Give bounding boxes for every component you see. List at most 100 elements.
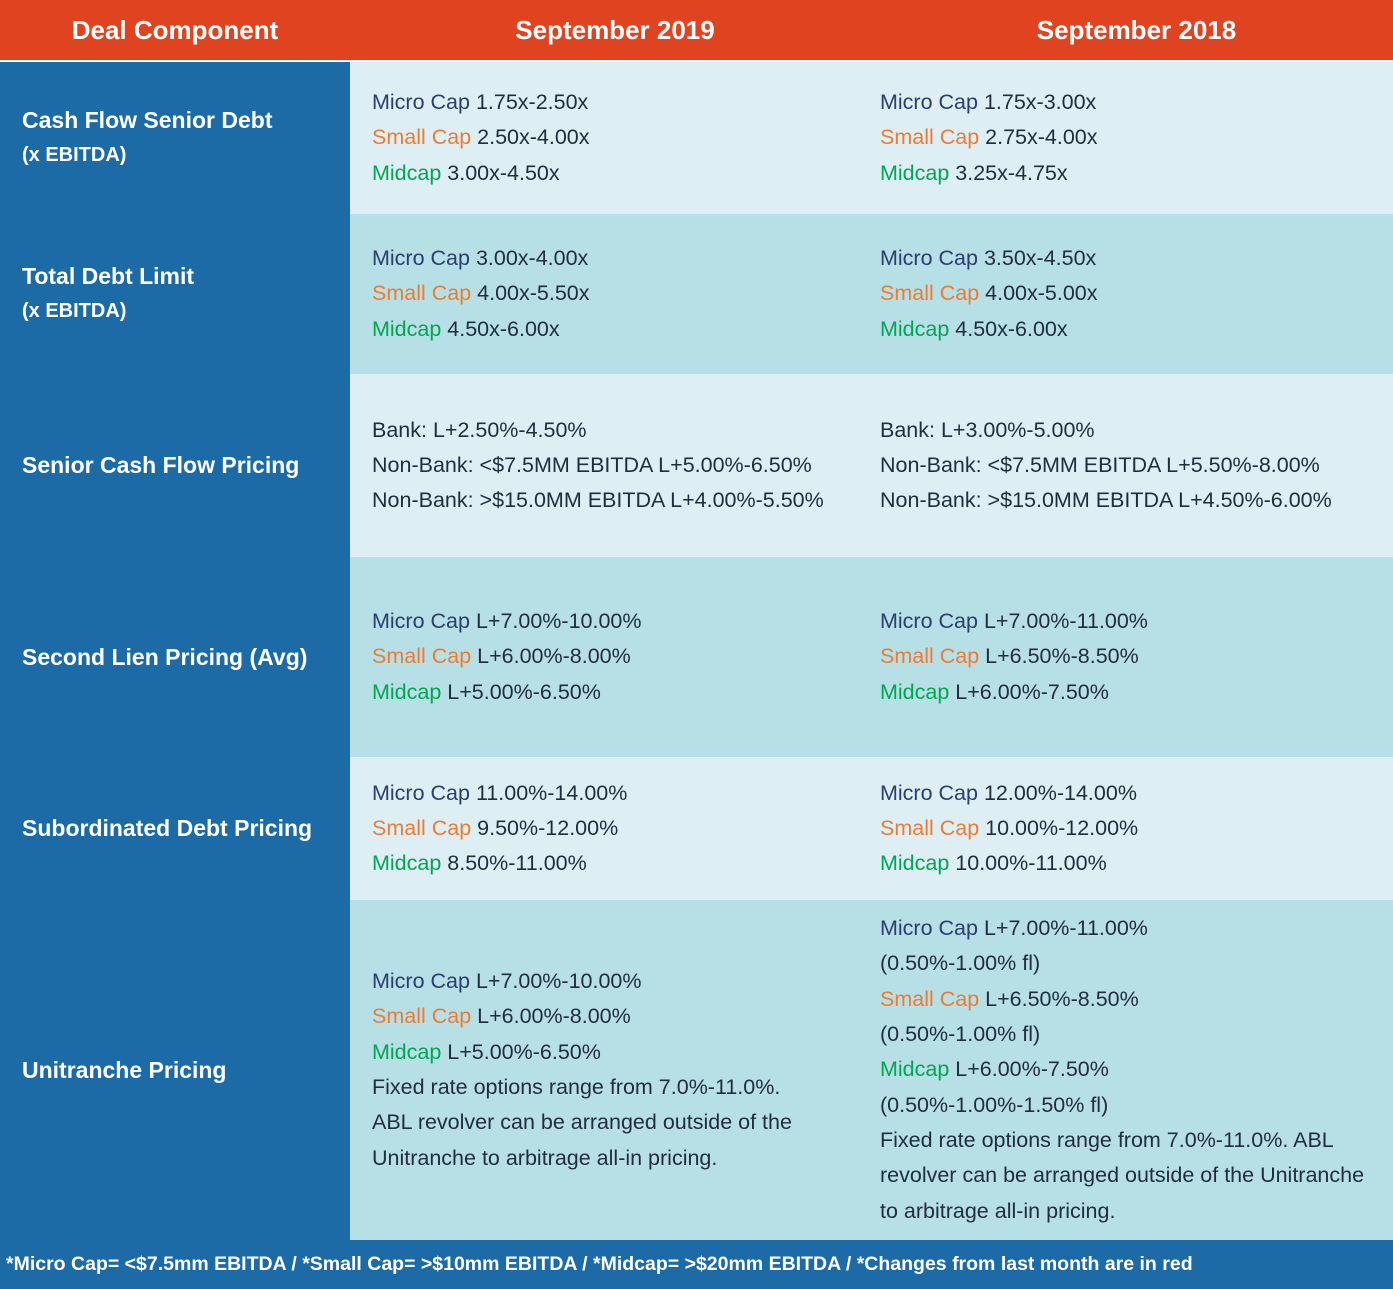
tier-label: Micro Cap	[880, 609, 978, 633]
tier-label: Midcap	[880, 851, 949, 875]
tier-label: Micro Cap	[880, 781, 978, 805]
row-label-title: Cash Flow Senior Debt	[22, 103, 272, 138]
tier-label: Micro Cap	[372, 90, 470, 114]
footnote: *Micro Cap= <$7.5mm EBITDA / *Small Cap=…	[0, 1240, 1393, 1289]
cell-september-2019: Micro Cap 11.00%-14.00% Small Cap 9.50%-1…	[372, 757, 627, 900]
cell-line: Small Cap L+6.00%-8.00%	[372, 639, 642, 674]
tier-label: Small Cap	[880, 987, 979, 1011]
tier-label: Small Cap	[880, 281, 979, 305]
tier-value: L+6.50%-8.50%	[979, 987, 1139, 1011]
row-label: Unitranche Pricing	[0, 900, 350, 1240]
cell-september-2019: Micro Cap L+7.00%-10.00% Small Cap L+6.00…	[372, 900, 792, 1240]
tier-label: Midcap	[372, 851, 441, 875]
cell-line: Micro Cap L+7.00%-11.00%	[880, 604, 1148, 639]
tier-label: Small Cap	[372, 125, 471, 149]
tier-value: 4.00x-5.00x	[979, 281, 1097, 305]
tier-label: Small Cap	[372, 816, 471, 840]
cell-line: Micro Cap L+7.00%-11.00%	[880, 911, 1364, 946]
tier-label: Small Cap	[880, 816, 979, 840]
tier-value: 10.00%-12.00%	[979, 816, 1138, 840]
header-deal-component: Deal Component	[0, 0, 350, 60]
row-label-unit: (x EBITDA)	[22, 138, 272, 173]
cell-line: Micro Cap 11.00%-14.00%	[372, 776, 627, 811]
cell-line: Midcap 4.50x-6.00x	[372, 312, 590, 347]
tier-value: 1.75x-3.00x	[978, 90, 1096, 114]
cell-line: (0.50%-1.00% fl)	[880, 946, 1364, 981]
row-label-title: Second Lien Pricing (Avg)	[22, 640, 307, 675]
table-header: Deal Component September 2019 September …	[0, 0, 1393, 62]
tier-value: 8.50%-11.00%	[441, 851, 586, 875]
tier-value: Bank: L+2.50%-4.50%	[372, 418, 587, 442]
row-label-title: Total Debt Limit	[22, 259, 194, 294]
tier-label: Small Cap	[880, 644, 979, 668]
cell-line: Non-Bank: >$15.0MM EBITDA L+4.50%-6.00%	[880, 483, 1332, 518]
tier-label: Micro Cap	[372, 609, 470, 633]
tier-value: L+7.00%-10.00%	[470, 969, 642, 993]
cell-line: Small Cap 2.50x-4.00x	[372, 120, 590, 155]
cell-line: Midcap L+6.00%-7.50%	[880, 675, 1148, 710]
cell-line: Small Cap 2.75x-4.00x	[880, 120, 1098, 155]
cell-line: Midcap L+6.00%-7.50%	[880, 1052, 1364, 1087]
tier-value: 3.25x-4.75x	[949, 161, 1067, 185]
row-label-unit: (x EBITDA)	[22, 294, 194, 329]
row-label-text: Cash Flow Senior Debt (x EBITDA)	[22, 103, 272, 173]
cell-line: Small Cap 9.50%-12.00%	[372, 811, 627, 846]
row-label-text: Second Lien Pricing (Avg)	[22, 640, 307, 675]
tier-value: 4.00x-5.50x	[471, 281, 589, 305]
tier-value: 4.50x-6.00x	[441, 317, 559, 341]
tier-value: Fixed rate options range from 7.0%-11.0%…	[372, 1075, 780, 1099]
tier-value: Bank: L+3.00%-5.00%	[880, 418, 1095, 442]
tier-label: Midcap	[880, 680, 949, 704]
tier-value: L+6.00%-7.50%	[949, 1057, 1109, 1081]
cell-line: Midcap 3.25x-4.75x	[880, 156, 1098, 191]
cell-september-2018: Micro Cap L+7.00%-11.00% Small Cap L+6.50…	[880, 557, 1148, 757]
tier-value: L+7.00%-11.00%	[978, 609, 1148, 633]
row-label-text: Subordinated Debt Pricing	[22, 811, 312, 846]
tier-value: 4.50x-6.00x	[949, 317, 1067, 341]
tier-value: to arbitrage all-in pricing.	[880, 1199, 1115, 1223]
tier-value: Fixed rate options range from 7.0%-11.0%…	[880, 1128, 1334, 1152]
header-september-2018: September 2018	[880, 0, 1393, 60]
cell-line: Micro Cap 3.00x-4.00x	[372, 241, 590, 276]
cell-september-2019: Micro Cap 1.75x-2.50x Small Cap 2.50x-4.0…	[372, 62, 590, 214]
row-label-text: Unitranche Pricing	[22, 1053, 226, 1088]
cell-line: Unitranche to arbitrage all-in pricing.	[372, 1141, 792, 1176]
tier-label: Micro Cap	[880, 90, 978, 114]
tier-label: Midcap	[372, 317, 441, 341]
tier-value: 12.00%-14.00%	[978, 781, 1137, 805]
tier-value: 1.75x-2.50x	[470, 90, 588, 114]
tier-label: Micro Cap	[880, 916, 978, 940]
cell-line: Micro Cap L+7.00%-10.00%	[372, 604, 642, 639]
row-label-title: Subordinated Debt Pricing	[22, 811, 312, 846]
cell-line: Small Cap L+6.00%-8.00%	[372, 999, 792, 1034]
tier-label: Micro Cap	[372, 246, 470, 270]
cell-line: Small Cap 10.00%-12.00%	[880, 811, 1138, 846]
row-label-title: Senior Cash Flow Pricing	[22, 448, 299, 483]
row-label-text: Senior Cash Flow Pricing	[22, 448, 299, 483]
tier-value: L+6.00%-8.00%	[471, 644, 631, 668]
tier-value: L+6.00%-8.00%	[471, 1004, 631, 1028]
cell-line: Non-Bank: <$7.5MM EBITDA L+5.00%-6.50%	[372, 448, 824, 483]
cell-line: Bank: L+3.00%-5.00%	[880, 413, 1332, 448]
cell-line: (0.50%-1.00% fl)	[880, 1017, 1364, 1052]
cell-september-2018: Micro Cap 12.00%-14.00% Small Cap 10.00%-…	[880, 757, 1138, 900]
cell-line: Midcap L+5.00%-6.50%	[372, 675, 642, 710]
cell-line: ABL revolver can be arranged outside of …	[372, 1105, 792, 1140]
tier-value: revolver can be arranged outside of the …	[880, 1163, 1364, 1187]
cell-line: Midcap L+5.00%-6.50%	[372, 1035, 792, 1070]
cell-september-2018: Bank: L+3.00%-5.00% Non-Bank: <$7.5MM EBI…	[880, 374, 1332, 557]
cell-line: (0.50%-1.00%-1.50% fl)	[880, 1088, 1364, 1123]
cell-september-2018: Micro Cap L+7.00%-11.00% (0.50%-1.00% fl)…	[880, 900, 1364, 1240]
tier-value: L+6.00%-7.50%	[949, 680, 1109, 704]
row-label: Total Debt Limit (x EBITDA)	[0, 214, 350, 374]
row-label: Senior Cash Flow Pricing	[0, 374, 350, 557]
tier-value: Non-Bank: >$15.0MM EBITDA L+4.50%-6.00%	[880, 488, 1332, 512]
tier-value: 3.00x-4.50x	[441, 161, 559, 185]
tier-value: (0.50%-1.00% fl)	[880, 951, 1040, 975]
cell-september-2019: Micro Cap L+7.00%-10.00% Small Cap L+6.00…	[372, 557, 642, 757]
tier-value: (0.50%-1.00%-1.50% fl)	[880, 1093, 1108, 1117]
row-label: Cash Flow Senior Debt (x EBITDA)	[0, 62, 350, 214]
tier-value: 10.00%-11.00%	[949, 851, 1106, 875]
tier-value: L+7.00%-10.00%	[470, 609, 642, 633]
cell-september-2018: Micro Cap 3.50x-4.50x Small Cap 4.00x-5.0…	[880, 214, 1098, 374]
